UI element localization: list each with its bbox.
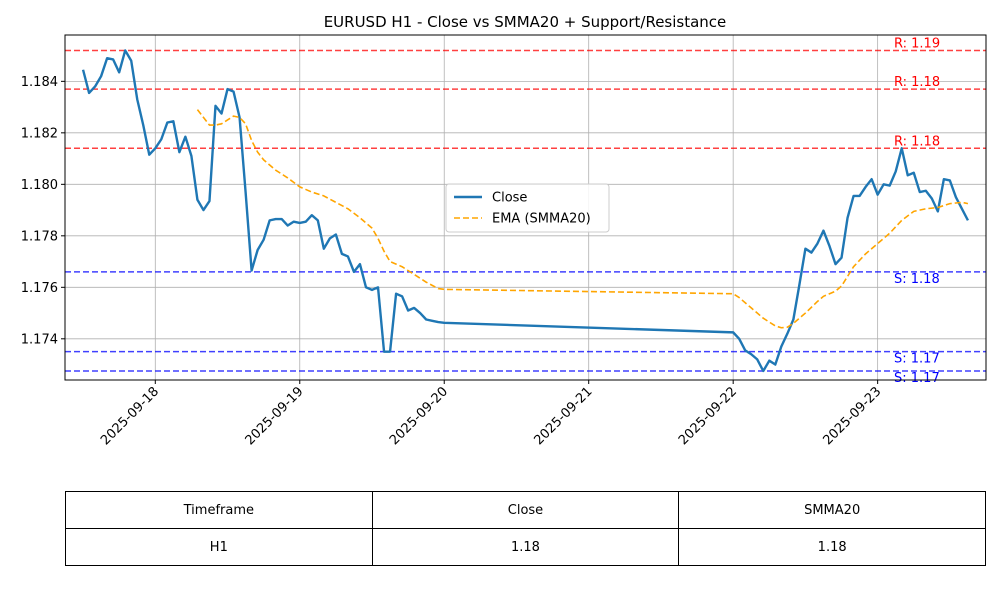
- table-cell: 1.18: [678, 528, 986, 566]
- x-tick-label: 2025-09-19: [243, 384, 307, 448]
- x-tick-label: 2025-09-21: [531, 384, 595, 448]
- support-level-label: S: 1.17: [894, 371, 940, 386]
- smma-series-line: [196, 109, 969, 329]
- table-header-cell: SMMA20: [678, 491, 986, 529]
- resistance-level-label: R: 1.19: [894, 36, 940, 51]
- table-row: H1 1.18 1.18: [65, 528, 986, 566]
- y-tick-label: 1.174: [21, 332, 58, 347]
- legend-box: [445, 183, 610, 233]
- legend-label: EMA (SMMA20): [492, 212, 591, 227]
- y-tick-label: 1.178: [21, 229, 58, 244]
- table-header-cell: Timeframe: [65, 491, 373, 529]
- plot-frame: [64, 34, 987, 381]
- y-tick-label: 1.180: [21, 178, 58, 193]
- table-cell: H1: [65, 528, 373, 566]
- x-tick-label: 2025-09-18: [98, 384, 162, 448]
- close-series-line: [81, 49, 970, 373]
- resistance-level-label: R: 1.18: [894, 75, 940, 90]
- x-tick-label: 2025-09-20: [387, 384, 451, 448]
- y-tick-label: 1.176: [21, 281, 58, 296]
- support-level-label: S: 1.17: [894, 352, 940, 367]
- y-tick-label: 1.184: [21, 75, 58, 90]
- info-table: Timeframe Close SMMA20 H1 1.18 1.18: [65, 491, 986, 566]
- resistance-level-label: R: 1.18: [894, 134, 940, 149]
- table-header-cell: Close: [371, 491, 680, 529]
- legend: Close EMA (SMMA20): [445, 183, 610, 233]
- table-cell: 1.18: [371, 528, 680, 566]
- legend-label: Close: [492, 191, 527, 206]
- y-tick-label: 1.182: [21, 126, 58, 141]
- table-header-row: Timeframe Close SMMA20: [65, 491, 986, 529]
- chart-title: EURUSD H1 - Close vs SMMA20 + Support/Re…: [324, 13, 727, 31]
- chart-area: EURUSD H1 - Close vs SMMA20 + Support/Re…: [21, 13, 987, 448]
- x-tick-label: 2025-09-23: [820, 384, 884, 448]
- plot-area: R: 1.19 R: 1.18 R: 1.18 S: 1.18 S: 1.17 S: 1.…: [21, 34, 987, 448]
- x-tick-label: 2025-09-22: [676, 384, 740, 448]
- support-level-label: S: 1.18: [894, 272, 940, 287]
